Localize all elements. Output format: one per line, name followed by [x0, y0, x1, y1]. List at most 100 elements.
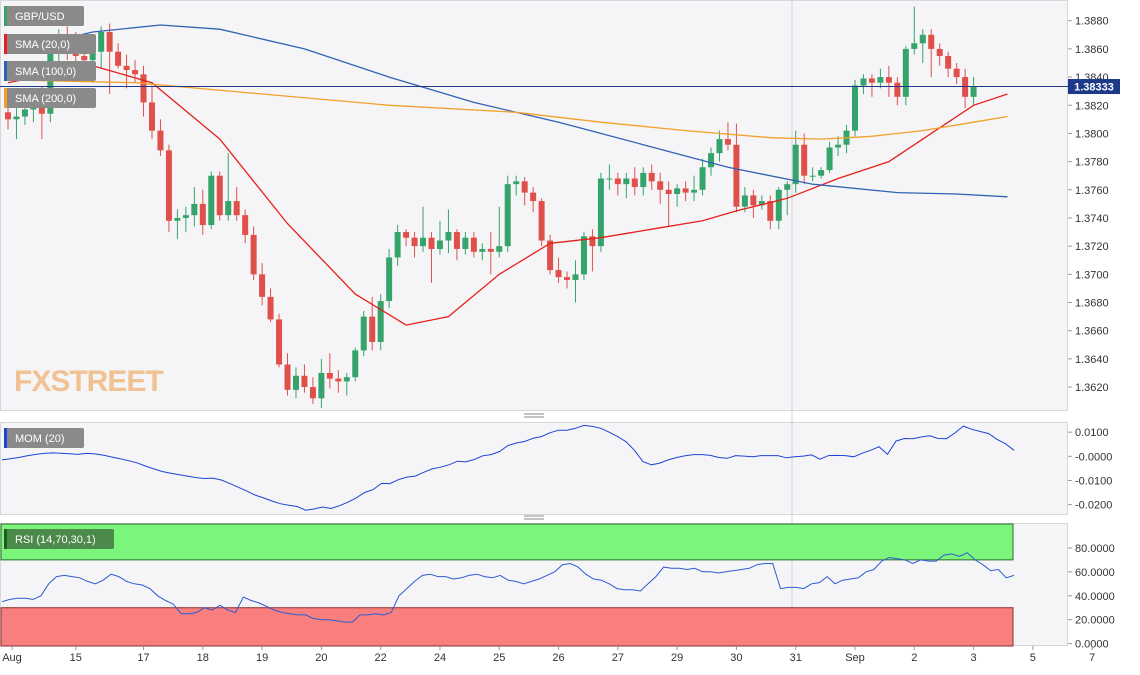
rsi-y-tick-label: 60.0000: [1075, 567, 1115, 579]
candle-body: [936, 48, 943, 56]
candle-body: [504, 184, 511, 247]
rsi-line-group: [1, 552, 1015, 623]
candle-body: [301, 375, 308, 388]
candle-body: [182, 215, 189, 218]
x-tick-label: 29: [671, 652, 683, 664]
price-y-tick-label: 1.3820: [1075, 100, 1109, 112]
candle-body: [352, 350, 359, 378]
momentum-y-tick-label: -0.0100: [1075, 475, 1112, 487]
candle-body: [809, 175, 816, 177]
candle-body: [708, 153, 715, 168]
candle-body: [445, 232, 452, 241]
candle-body: [699, 167, 706, 190]
x-tick-label: 2: [911, 652, 917, 664]
candle-body: [919, 34, 926, 44]
candle-body: [216, 175, 223, 216]
candle-body: [580, 236, 587, 275]
price-y-tick-label: 1.3760: [1075, 185, 1109, 197]
candle-body: [792, 144, 799, 185]
rsi-y-tick-label: 80.0000: [1075, 543, 1115, 555]
candle-body: [758, 201, 765, 206]
candle-body: [259, 274, 266, 297]
candle-body: [860, 78, 867, 86]
candle-body: [242, 215, 249, 235]
legend-sma200-label: SMA (200,0): [15, 93, 76, 105]
candle-body: [674, 188, 681, 195]
candle-body: [428, 237, 435, 249]
candle-body: [157, 130, 164, 151]
candle-body: [208, 175, 215, 226]
legend-pair[interactable]: GBP/USD: [4, 6, 84, 26]
rsi-oversold-zone: [0, 607, 1014, 647]
legend-mom-label: MOM (20): [15, 433, 65, 445]
candle-body: [724, 139, 731, 145]
candle-body: [852, 85, 858, 131]
legend-mom[interactable]: MOM (20): [4, 428, 84, 448]
candle-body: [733, 144, 740, 207]
candle-body: [292, 375, 299, 390]
x-tick-label: 26: [552, 652, 564, 664]
candle-body: [123, 65, 130, 71]
legend-sma20[interactable]: SMA (20,0): [4, 34, 96, 54]
price-y-tick-label: 1.3740: [1075, 213, 1109, 225]
momentum-y-tick-label: -0.0200: [1075, 500, 1112, 512]
candle-body: [335, 378, 342, 382]
legend-rsi[interactable]: RSI (14,70,30,1): [4, 529, 114, 549]
rsi-line: [1, 552, 1015, 623]
candle-body: [487, 248, 494, 252]
candle-body: [682, 188, 689, 193]
legend-sma100[interactable]: SMA (100,0): [4, 61, 96, 81]
candle-body: [826, 147, 833, 171]
candle-body: [775, 189, 782, 221]
price-panel: [0, 0, 1068, 411]
legend-sma100-label: SMA (100,0): [15, 66, 76, 78]
candle-body: [343, 377, 350, 382]
candle-body: [885, 77, 892, 83]
candle-body: [132, 70, 139, 75]
candle-body: [818, 170, 825, 176]
x-tick-label: 24: [434, 652, 446, 664]
momentum-line: [1, 424, 1015, 511]
x-tick-label: 3: [971, 652, 977, 664]
price-y-tick-label: 1.3660: [1075, 326, 1109, 338]
x-tick-label: 15: [70, 652, 82, 664]
candle-body: [89, 51, 96, 61]
candle-body: [496, 246, 503, 252]
candle-body: [835, 144, 842, 148]
candle-body: [877, 77, 884, 83]
candle-body: [377, 301, 384, 342]
candle-body: [928, 34, 935, 49]
price-y-tick-label: 1.3620: [1075, 382, 1109, 394]
panel-splitter-1[interactable]: [524, 413, 544, 418]
candle-body: [538, 201, 545, 241]
candle-body: [284, 364, 291, 390]
current-price-label: 1.38333: [1074, 82, 1114, 94]
candle-body: [309, 387, 316, 399]
candle-body: [691, 189, 698, 193]
candle-body: [106, 31, 113, 52]
candle-body: [564, 277, 571, 280]
candle-body: [640, 172, 647, 187]
legend-rsi-label: RSI (14,70,30,1): [15, 534, 96, 546]
candle-body: [148, 102, 155, 131]
candle-body: [225, 201, 232, 216]
price-y-tick-label: 1.3860: [1075, 44, 1109, 56]
candle-body: [420, 237, 427, 247]
x-tick-label: 17: [137, 652, 149, 664]
x-tick-label: 31: [790, 652, 802, 664]
legend-sma200[interactable]: SMA (200,0): [4, 88, 96, 108]
candle-body: [741, 195, 748, 207]
candle-body: [530, 192, 537, 202]
x-tick-label: 7: [1089, 652, 1095, 664]
candle-body: [276, 319, 283, 365]
candle-body: [326, 372, 333, 379]
x-tick-label: 18: [197, 652, 209, 664]
candle-body: [648, 172, 655, 182]
panel-splitter-2[interactable]: [524, 515, 544, 520]
rsi-zones: [0, 523, 1014, 647]
candle-body: [174, 217, 181, 221]
candle-body: [199, 203, 206, 226]
candle-body: [479, 248, 486, 252]
candle-body: [945, 55, 952, 69]
